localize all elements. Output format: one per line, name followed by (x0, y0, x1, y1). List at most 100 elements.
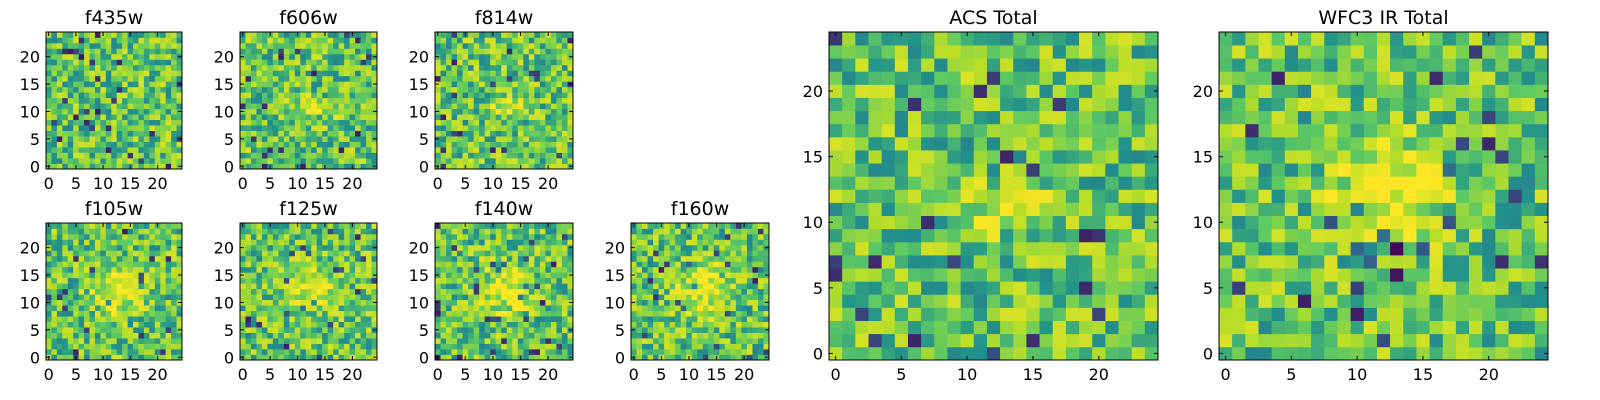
heatmap-cell (127, 108, 134, 115)
heatmap-cell (165, 327, 172, 333)
heatmap-cell (338, 272, 345, 279)
heatmap-cell (349, 327, 356, 333)
heatmap-cell (730, 266, 737, 273)
heatmap-cell (78, 244, 85, 251)
heatmap-cell (160, 32, 167, 38)
heatmap-cell (143, 125, 150, 131)
heatmap-cell (278, 32, 285, 38)
heatmap-cell (349, 147, 356, 153)
heatmap-cell (664, 233, 670, 240)
heatmap-cell (333, 53, 339, 60)
heatmap-cell (122, 223, 128, 229)
heatmap-cell (322, 86, 329, 93)
heatmap-cell (506, 125, 513, 131)
heatmap-cell (311, 103, 318, 110)
heatmap-cell (360, 255, 367, 262)
heatmap-cell (556, 114, 563, 121)
heatmap-cell (550, 233, 557, 240)
heatmap-cell (338, 158, 345, 164)
heatmap-cell (289, 86, 296, 93)
heatmap-cell (1079, 307, 1093, 321)
heatmap-cell (686, 288, 693, 295)
heatmap-cell (746, 349, 753, 355)
heatmap-cell (697, 316, 704, 322)
heatmap-cell (664, 250, 670, 257)
heatmap-cell (127, 48, 134, 55)
heatmap-cell (697, 294, 704, 301)
heatmap-cell (512, 250, 519, 257)
heatmap-cell (245, 266, 252, 273)
heatmap-cell (89, 305, 96, 312)
heatmap-cell (78, 42, 85, 49)
heatmap-cell (446, 349, 452, 355)
heatmap-cell (561, 310, 568, 317)
heatmap-cell (517, 288, 524, 295)
heatmap-cell (479, 103, 486, 110)
heatmap-cell (311, 130, 318, 137)
heatmap-cell (495, 316, 502, 322)
heatmap-cell (355, 321, 361, 328)
heatmap-cells (46, 32, 183, 170)
heatmap-cell (73, 316, 79, 322)
heatmap-cell (51, 64, 58, 71)
heatmap-cell (490, 266, 497, 273)
heatmap-cell (333, 163, 339, 170)
heatmap-cell (349, 261, 356, 268)
heatmap-cell (171, 332, 177, 339)
heatmap-cell (111, 130, 118, 137)
heatmap-cell (664, 343, 670, 350)
heatmap-cell (1065, 346, 1080, 361)
heatmap-cell (561, 141, 568, 148)
heatmap-cell (327, 223, 334, 229)
heatmap-cell (62, 327, 69, 333)
heatmap-cell (171, 70, 177, 77)
heatmap-cell (294, 349, 301, 355)
heatmap-cell (512, 332, 519, 339)
heatmap-cell (127, 103, 134, 110)
heatmap-cell (360, 239, 367, 246)
heatmap-cell (267, 244, 274, 251)
heatmap-cell (708, 343, 715, 350)
heatmap-cell (894, 163, 909, 177)
heatmap-cell (1144, 333, 1159, 348)
heatmap-cell (62, 349, 69, 355)
heatmap-cell (746, 343, 753, 350)
heatmap-cell (143, 92, 150, 99)
heatmap-cell (89, 244, 96, 251)
heatmap-cell (539, 349, 546, 355)
heatmap-cell (261, 86, 268, 93)
heatmap-cell (1105, 215, 1119, 230)
heatmap-cell (686, 244, 693, 251)
heatmap-cell (160, 48, 167, 55)
heatmap-cell (294, 147, 301, 153)
heatmap-cell (855, 320, 869, 335)
heatmap-cell (567, 70, 574, 77)
heatmap-cell (539, 147, 546, 153)
heatmap-cell (250, 152, 257, 159)
heatmap-cell (642, 283, 648, 290)
heatmap-cell (333, 327, 339, 333)
heatmap-cell (440, 70, 447, 77)
heatmap-cell (501, 147, 508, 153)
heatmap-cell (327, 272, 334, 279)
heatmap-cell (1039, 189, 1054, 203)
heatmap-cell (702, 316, 709, 322)
heatmap-cell (272, 266, 279, 273)
heatmap-cell (658, 250, 665, 257)
heatmap-cell (501, 130, 508, 137)
heatmap-cell (84, 305, 90, 312)
heatmap-cell (289, 305, 296, 312)
heatmap-cell (149, 327, 156, 333)
heatmap-cell (122, 250, 128, 257)
heatmap-cell (545, 81, 552, 88)
heatmap-cell (642, 294, 648, 301)
heatmap-cell (154, 141, 161, 148)
heatmap-cell (176, 250, 183, 257)
heatmap-cell (122, 327, 128, 333)
heatmap-cell (545, 86, 552, 93)
heatmap-cell (278, 332, 285, 339)
x-tick-label: 0 (238, 174, 248, 193)
heatmap-cell (512, 125, 519, 131)
